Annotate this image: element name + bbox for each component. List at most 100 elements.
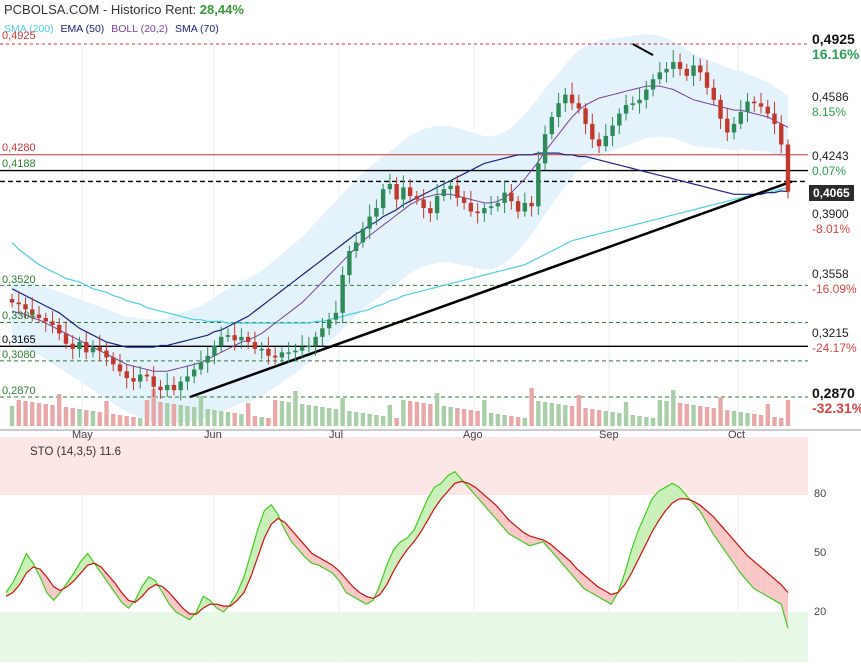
sto-fill-60 (414, 514, 421, 542)
candle-body-57 (394, 183, 399, 200)
candle-body-3 (30, 309, 35, 315)
candle-body-94 (644, 89, 649, 100)
candle-body-95 (650, 79, 656, 90)
sto-fill-36 (250, 530, 258, 577)
candle-body-7 (57, 324, 62, 334)
sto-fill-80 (550, 543, 557, 558)
sto-fill-37 (257, 510, 265, 558)
volume-bar-107 (731, 411, 737, 426)
candle-body-91 (623, 104, 629, 114)
candle-body-32 (225, 335, 231, 337)
sto-fill-65 (448, 471, 455, 492)
volume-bar-66 (455, 408, 460, 426)
axis-price-4925: 0,4925 (812, 31, 855, 47)
sto-fill-45 (312, 553, 319, 566)
axis-pct-3215: -24.17% (812, 341, 857, 355)
candle-body-60 (414, 196, 420, 200)
volume-bar-12 (90, 411, 96, 426)
volume-bar-5 (43, 404, 48, 426)
sto-fill-48 (332, 565, 340, 581)
candle-body-82 (563, 94, 568, 104)
candle-body-107 (731, 123, 737, 133)
candle-body-81 (556, 103, 561, 118)
volume-bar-102 (698, 406, 703, 426)
volume-bar-21 (151, 389, 156, 426)
candle-body-36 (252, 342, 258, 349)
chart-title: PCBOLSA.COM - Historico Rent: (4, 2, 197, 17)
sto-fill-34 (237, 576, 244, 601)
candle-body-92 (630, 103, 635, 105)
candle-body-28 (198, 362, 204, 370)
level-label-3520: 0,3520 (2, 274, 36, 286)
candle-body-58 (401, 187, 406, 200)
candle-body-14 (104, 350, 109, 358)
volume-bar-95 (650, 418, 656, 426)
volume-bar-11 (84, 410, 89, 426)
month-jun: Jun (204, 429, 222, 441)
volume-bar-31 (218, 411, 224, 426)
axis-price-3215: 0,3215 (812, 326, 849, 340)
volume-bar-78 (536, 401, 541, 426)
legend-boll[interactable]: BOLL (20,2) (111, 23, 169, 35)
level-label-3165: 0,3165 (2, 334, 36, 346)
candle-body-26 (185, 376, 190, 382)
sto-fill-2 (19, 553, 27, 585)
candle-body-85 (583, 108, 588, 124)
volume-bar-94 (644, 417, 649, 426)
candle-body-103 (704, 72, 710, 88)
volume-bar-86 (590, 409, 595, 426)
volume-bar-48 (333, 409, 339, 426)
legend-sma200[interactable]: SMA (200) (4, 23, 54, 35)
candle-body-50 (347, 250, 352, 276)
volume-bar-89 (610, 412, 615, 426)
volume-bar-110 (752, 414, 757, 426)
volume-bar-15 (111, 414, 116, 426)
candle-body-68 (468, 202, 474, 212)
candle-body-30 (212, 345, 217, 356)
candle-body-43 (299, 347, 305, 351)
sto-fill-66 (454, 471, 462, 484)
sto-fill-114 (781, 584, 788, 629)
candle-body-63 (434, 196, 440, 214)
volume-bar-72 (495, 414, 501, 426)
volume-bar-63 (434, 393, 440, 426)
sma200-line (11, 186, 789, 324)
volume-bar-104 (711, 408, 716, 426)
volume-bar-91 (623, 402, 629, 426)
sto-fill-63 (434, 483, 442, 509)
sto-fill-43 (298, 537, 306, 558)
volume-bar-18 (131, 417, 136, 426)
volume-bar-77 (529, 388, 534, 426)
sto-fill-47 (325, 561, 333, 573)
volume-bar-24 (171, 404, 177, 426)
candle-body-45 (313, 336, 318, 346)
legend-sma70[interactable]: SMA (70) (174, 23, 219, 35)
legend-ema50[interactable]: EMA (50) (60, 23, 105, 35)
chart-header: PCBOLSA.COM - Historico Rent: 28,44% (4, 2, 244, 17)
candle-body-80 (549, 117, 555, 135)
candle-body-8 (63, 333, 69, 344)
candle-body-72 (495, 202, 501, 207)
volume-bar-7 (57, 394, 62, 426)
month-jul: Jul (329, 429, 344, 441)
sto-fill-15 (108, 574, 115, 593)
month-ago: Ago (463, 429, 483, 441)
candle-body-35 (245, 336, 251, 343)
volume-bar-60 (414, 402, 420, 426)
candle-body-109 (745, 101, 750, 112)
volume-bar-52 (360, 413, 366, 426)
volume-bar-113 (772, 417, 777, 426)
sto-fill-108 (740, 547, 748, 581)
axis-pct-2870: -32.31% (812, 400, 861, 416)
candle-body-20 (144, 374, 150, 377)
volume-bar-0 (9, 406, 15, 426)
candle-body-76 (522, 202, 528, 212)
candle-body-67 (461, 197, 467, 203)
volume-bar-26 (185, 406, 190, 426)
volume-bar-22 (158, 402, 163, 426)
sto-fill-57 (393, 541, 401, 572)
candle-body-93 (637, 99, 642, 104)
support-trendline (189, 180, 793, 399)
candle-body-27 (191, 369, 197, 377)
volume-bar-79 (542, 402, 548, 426)
